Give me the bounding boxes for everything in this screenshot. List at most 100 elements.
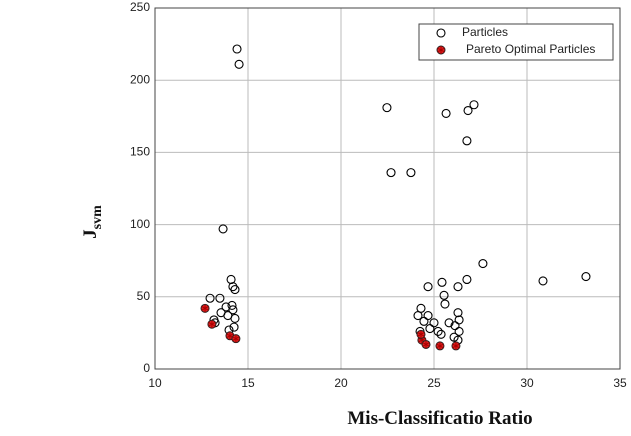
marker-stroke (452, 343, 460, 349)
plot-area (155, 8, 620, 369)
x-tick-label: 30 (520, 376, 534, 390)
plot-frame (154, 7, 621, 370)
particle-point (229, 322, 239, 332)
particle-point (439, 290, 449, 300)
particle-point (419, 316, 429, 326)
pareto-point (231, 334, 241, 344)
marker-stroke (226, 333, 234, 339)
particle-point (425, 324, 435, 334)
particle-point (581, 272, 591, 282)
marker-stroke (232, 336, 240, 342)
legend-marker (436, 28, 446, 38)
marker-ring (230, 285, 240, 295)
marker-ring (228, 305, 238, 315)
marker-stroke (436, 343, 444, 349)
marker-ring (462, 274, 472, 285)
particle-point (423, 282, 433, 292)
marker-ring (425, 324, 435, 334)
x-tick-label: 10 (148, 376, 162, 390)
particle-point (218, 224, 228, 234)
pareto-point (200, 303, 210, 313)
marker-ring (469, 100, 479, 110)
marker-ring (227, 300, 237, 311)
marker-stroke (422, 342, 430, 347)
marker-ring (478, 259, 488, 269)
particle-point (469, 100, 479, 110)
marker-stroke (437, 47, 445, 53)
x-tick-label: 15 (241, 376, 255, 390)
marker-ring (229, 322, 239, 332)
particle-point (416, 303, 426, 313)
pareto-point (451, 341, 461, 351)
particle-point (453, 308, 463, 318)
particle-point (454, 326, 464, 337)
y-tick-label: 50 (137, 289, 151, 303)
marker-ring (463, 105, 473, 116)
x-axis-label: Mis-Classificatio Ratio (347, 408, 532, 429)
marker-ring (441, 108, 451, 118)
particle-point (227, 300, 237, 311)
particle-point (406, 168, 416, 178)
y-tick-label: 200 (130, 72, 150, 86)
marker-ring (444, 318, 454, 328)
marker-ring (439, 290, 449, 300)
marker-ring (406, 168, 416, 178)
particle-point (386, 168, 396, 178)
y-tick-label: 250 (130, 0, 150, 14)
marker-ring (218, 224, 228, 234)
particle-point (234, 59, 244, 69)
particle-point (441, 108, 451, 118)
marker-ring (437, 277, 447, 287)
particle-point (437, 277, 447, 287)
marker-ring (453, 282, 463, 292)
marker-stroke (201, 305, 209, 311)
marker-ring (205, 293, 215, 303)
particle-point (433, 326, 443, 337)
particle-point (205, 293, 215, 303)
legend: Particles Pareto Optimal Particles (418, 23, 614, 61)
y-tick-label: 150 (130, 145, 150, 159)
particle-point (462, 274, 472, 285)
particle-point (453, 282, 463, 292)
y-tick-label: 0 (143, 361, 150, 375)
marker-stroke (417, 331, 425, 337)
marker-ring (416, 303, 426, 313)
particle-point (462, 136, 472, 146)
y-axis-label-sub: svm (90, 205, 105, 229)
y-tick-label: 100 (130, 217, 150, 231)
particle-point (440, 299, 450, 309)
x-tick-label: 25 (427, 376, 441, 390)
particle-point (232, 44, 242, 54)
marker-stroke (208, 321, 216, 327)
particle-point (382, 103, 392, 113)
particle-point (463, 105, 473, 116)
y-axis-label: Jsvm (80, 205, 105, 239)
pareto-point (416, 329, 426, 339)
particle-point (228, 282, 238, 292)
marker-ring (228, 282, 238, 292)
particle-point (223, 311, 233, 321)
particle-point (444, 318, 454, 328)
marker-ring (386, 168, 396, 178)
marker-ring (382, 103, 392, 113)
marker-ring (436, 28, 446, 38)
legend-label: Particles (462, 25, 508, 39)
particle-point (228, 305, 238, 315)
marker-ring (215, 293, 225, 303)
legend-box (418, 23, 614, 61)
marker-ring (462, 136, 472, 146)
marker-ring (454, 326, 464, 337)
marker-ring (538, 276, 548, 286)
particle-point (538, 276, 548, 286)
marker-ring (423, 282, 433, 292)
particle-point (215, 293, 225, 303)
legend-label: Pareto Optimal Particles (466, 42, 595, 56)
pareto-point (207, 319, 217, 329)
marker-ring (433, 326, 443, 337)
marker-ring (436, 329, 446, 339)
particle-point (436, 329, 446, 339)
marker-ring (234, 59, 244, 69)
marker-ring (453, 308, 463, 318)
particle-point (230, 285, 240, 295)
